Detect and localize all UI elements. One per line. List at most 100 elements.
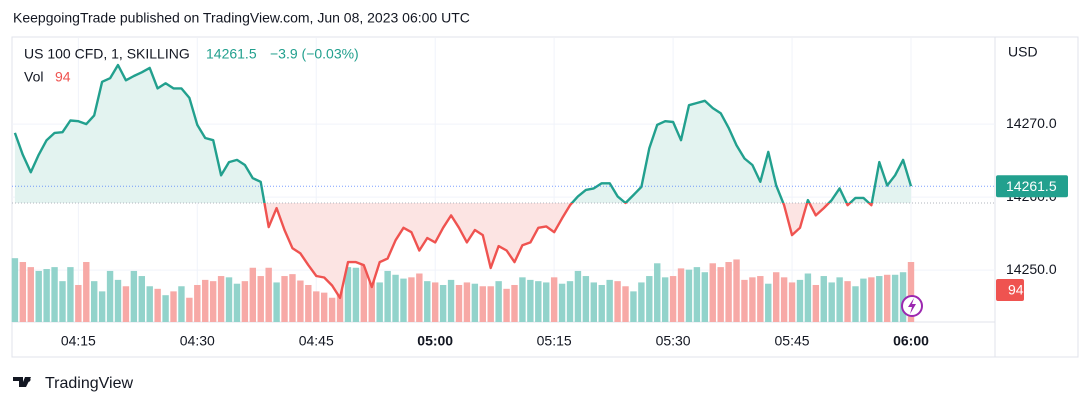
- volume-bar: [780, 277, 788, 322]
- volume-bar: [178, 286, 185, 322]
- volume-bar: [186, 297, 193, 322]
- volume-bar: [91, 281, 98, 322]
- volume-bar: [868, 277, 875, 322]
- volume-bar: [661, 277, 669, 322]
- volume-bar: [408, 277, 415, 322]
- volume-bar: [590, 282, 597, 322]
- volume-bar: [574, 270, 582, 322]
- volume-bar: [479, 286, 486, 322]
- volume-bar: [265, 267, 272, 322]
- volume-bar: [257, 276, 264, 322]
- volume-bar: [51, 267, 58, 322]
- volume-bar: [305, 284, 312, 322]
- volume-bar: [392, 274, 399, 322]
- last-volume-box: [996, 279, 1024, 302]
- volume-bar: [67, 267, 74, 322]
- volume-bar: [170, 291, 177, 322]
- volume-bar: [313, 291, 320, 322]
- volume-bar: [685, 269, 693, 322]
- volume-bar: [796, 279, 804, 322]
- volume-bar: [273, 282, 280, 322]
- volume-bar: [519, 277, 526, 322]
- volume-bar: [614, 281, 621, 322]
- volume-bar: [400, 278, 407, 322]
- volume-bar: [106, 270, 114, 322]
- baseline-area: [14, 65, 911, 298]
- x-tick-label: 05:30: [656, 333, 691, 349]
- volume-bar: [289, 274, 296, 322]
- volume-bar: [471, 283, 479, 322]
- volume-bar: [336, 288, 344, 322]
- volume-bar: [439, 284, 447, 322]
- volume-bar: [447, 279, 455, 322]
- volume-bar: [217, 276, 225, 322]
- volume-bar: [669, 276, 677, 322]
- volume-bar: [328, 297, 336, 322]
- volume-bar: [804, 273, 812, 322]
- volume-bar: [162, 295, 169, 322]
- y-tick-label: 14270.0: [1006, 115, 1057, 131]
- volume-bar: [75, 284, 82, 322]
- volume-bar: [209, 281, 217, 322]
- axes: 14250.014260.014270.004:1504:3004:4505:0…: [61, 115, 1068, 349]
- last-volume-label: 94: [1008, 282, 1024, 298]
- legend-volume-name: Vol: [24, 69, 43, 85]
- volume-bar: [368, 274, 375, 322]
- x-tick-label: 05:45: [775, 333, 810, 349]
- volume-bar: [788, 282, 796, 322]
- volume-bar: [503, 288, 510, 322]
- volume-bar: [527, 279, 534, 322]
- volume-bar: [360, 264, 368, 322]
- volume-bar: [463, 282, 471, 322]
- legend-volume-value: 94: [55, 69, 71, 85]
- y-tick-label: 14250.0: [1006, 261, 1057, 277]
- volume-bar: [297, 280, 304, 322]
- volume-bar: [693, 267, 701, 322]
- volume-bar: [598, 284, 605, 322]
- legend-change: −3.9 (−0.03%): [270, 46, 359, 62]
- volume-bar: [241, 281, 249, 322]
- volume-bar: [320, 292, 328, 322]
- volume-bar: [749, 277, 756, 322]
- volume-bar: [709, 263, 716, 322]
- legend-symbol: US 100 CFD, 1, SKILLING: [24, 46, 190, 62]
- x-tick-label: 04:45: [299, 333, 334, 349]
- volume-bar: [860, 278, 867, 322]
- alert-icon[interactable]: [901, 295, 923, 317]
- legend-price: 14261.5: [206, 46, 257, 62]
- volume-bar: [566, 281, 574, 322]
- volume-bar: [582, 276, 590, 322]
- volume-bar: [622, 286, 629, 322]
- volume-bar: [83, 262, 90, 322]
- footer-logo: TradingView: [13, 375, 133, 392]
- volume-pane: [11, 258, 915, 322]
- volume-bar: [828, 282, 835, 322]
- volume-bar: [122, 286, 130, 322]
- volume-bar: [701, 272, 709, 322]
- volume-bar: [352, 267, 360, 322]
- header-title: KeepgoingTrade published on TradingView.…: [13, 10, 470, 26]
- last-price-label: 14261.5: [1006, 178, 1057, 194]
- volume-bar: [35, 270, 42, 322]
- volume-bar: [899, 272, 907, 322]
- volume-bar: [765, 283, 772, 322]
- volume-bar: [146, 286, 153, 322]
- volume-bar: [733, 259, 740, 322]
- volume-bar: [194, 284, 201, 322]
- x-tick-label: 05:15: [537, 333, 572, 349]
- volume-bar: [630, 291, 637, 322]
- volume-bar: [114, 279, 122, 322]
- volume-bar: [884, 274, 891, 322]
- volume-bar: [154, 288, 161, 322]
- volume-bar: [812, 284, 820, 322]
- x-tick-label: 05:00: [417, 333, 453, 349]
- volume-bar: [98, 291, 106, 322]
- volume-bar: [43, 269, 50, 322]
- volume-bar: [27, 267, 34, 322]
- volume-bar: [281, 276, 288, 322]
- volume-bar: [638, 282, 645, 322]
- volume-bar: [646, 276, 653, 322]
- volume-bar: [376, 282, 383, 322]
- volume-bar: [130, 270, 138, 322]
